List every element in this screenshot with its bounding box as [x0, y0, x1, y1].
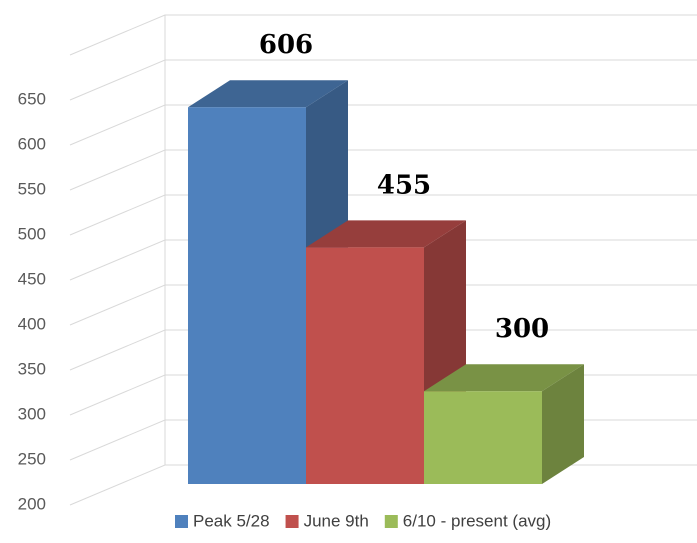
- bar-top: [424, 364, 584, 392]
- grid-line: [69, 104, 697, 146]
- wall-top: [69, 14, 697, 56]
- grid-line: [69, 284, 697, 326]
- bar-top: [188, 80, 348, 108]
- y-tick-label: 450: [18, 269, 46, 288]
- y-tick-label: 350: [18, 359, 46, 378]
- grid-line: [69, 329, 697, 371]
- grid-line: [69, 239, 697, 281]
- y-tick-label: 600: [18, 134, 46, 153]
- y-tick-label: 300: [18, 404, 46, 423]
- bar-front: [424, 391, 542, 484]
- y-tick-label: 550: [18, 179, 46, 198]
- bar: [424, 364, 584, 484]
- legend-label: Peak 5/28: [193, 511, 270, 530]
- y-tick-label: 250: [18, 449, 46, 468]
- legend-swatch: [175, 515, 188, 528]
- bar-side: [542, 364, 584, 484]
- legend-swatch: [285, 515, 299, 528]
- grid-line: [69, 149, 697, 191]
- grid-line: [69, 59, 697, 101]
- y-tick-label: 500: [18, 224, 46, 243]
- grid-line: [69, 194, 697, 236]
- data-label: 300: [495, 314, 549, 344]
- y-tick-label: 400: [18, 314, 46, 333]
- data-label: 606: [259, 30, 313, 60]
- legend-label: 6/10 - present (avg): [403, 511, 551, 530]
- bar-front: [188, 107, 306, 485]
- legend-swatch: [384, 515, 398, 528]
- data-label: 455: [377, 170, 431, 200]
- legend-label: June 9th: [304, 511, 369, 530]
- bar-top: [306, 220, 466, 248]
- y-tick-label: 200: [18, 494, 46, 513]
- bar-front: [306, 247, 424, 484]
- y-tick-label: 650: [18, 89, 46, 108]
